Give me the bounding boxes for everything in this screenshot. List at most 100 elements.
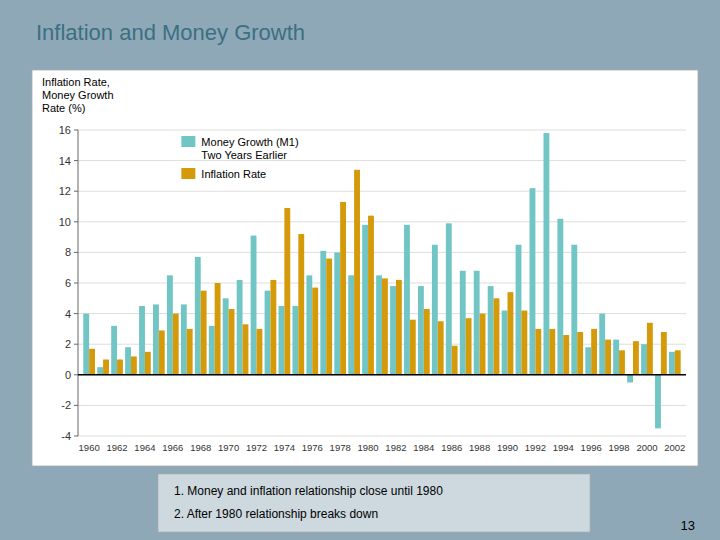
bar [424,309,430,375]
bar [89,349,95,375]
bar [641,344,647,375]
grid-line [78,130,686,131]
grid-line [78,374,686,375]
bar [284,208,290,375]
bar [661,332,667,375]
bar [117,360,123,375]
bar [145,352,151,375]
bar [195,257,201,375]
x-tick-label: 1980 [357,442,378,453]
bar [326,259,332,375]
bar [633,341,639,375]
bar [543,133,549,375]
x-tick-label: 1994 [553,442,574,453]
bar [669,352,675,375]
x-tick-label: 1970 [218,442,239,453]
bar [256,329,262,375]
bar [591,329,597,375]
y-tick [74,405,78,406]
bar [223,298,229,375]
bar [619,350,625,374]
bar [382,278,388,374]
y-tick-label: 10 [59,216,71,228]
bar [368,216,374,375]
legend-entry: Money Growth (M1)Two Years Earlier [201,136,298,161]
legend-swatch [181,136,195,147]
x-tick-label: 2002 [664,442,685,453]
bar [605,340,611,375]
bar [521,311,527,375]
bar [460,271,466,375]
y-axis-label: Inflation Rate,Money GrowthRate (%) [42,76,114,114]
bar [563,335,569,375]
bar [599,314,605,375]
y-tick [74,221,78,222]
bar [125,347,131,375]
x-ticks: 1960196219641966196819701972197419761978… [79,442,686,453]
x-tick-label: 1974 [274,442,295,453]
bar [292,306,298,375]
bar [312,288,318,375]
bar [298,234,304,375]
y-tick-label: 6 [65,277,71,289]
y-tick-label: 8 [65,246,71,258]
bar [181,304,187,374]
grid-line [78,160,686,161]
y-tick-label: -2 [61,399,71,411]
bar [139,306,145,375]
x-tick-label: 1976 [302,442,323,453]
bar [627,375,633,383]
legend: Money Growth (M1)Two Years EarlierInflat… [181,136,298,180]
bar [390,286,396,375]
y-tick [74,283,78,284]
bar [516,245,522,375]
x-tick-label: 1990 [497,442,518,453]
bar [306,275,312,374]
x-tick-label: 1986 [441,442,462,453]
bar [340,202,346,375]
bar [494,298,500,375]
bar [508,292,514,375]
bar [348,275,354,374]
x-tick-label: 1988 [469,442,490,453]
y-tick [74,344,78,345]
bar [480,314,486,375]
bar [557,219,563,375]
bar [229,309,235,375]
grid-line [78,221,686,222]
legend-swatch [181,168,195,179]
chart-box [32,70,698,466]
y-tick-label: 12 [59,185,71,197]
bar [438,321,444,375]
y-tick-label: 0 [65,369,71,381]
page-number: 13 [681,518,695,533]
bar [103,360,109,375]
y-tick-label: 4 [65,308,71,320]
y-tick-label: 16 [59,124,71,136]
bar [270,280,276,375]
bar [432,245,438,375]
bar [410,320,416,375]
bar [97,367,103,375]
bar [655,375,661,429]
y-tick [74,374,78,375]
x-tick-label: 1962 [106,442,127,453]
bar [320,251,326,375]
bar [585,347,591,375]
grid-line [78,405,686,406]
zero-line [78,374,686,376]
bar [131,356,137,374]
bar [535,329,541,375]
grid-line [78,436,686,437]
bar [577,332,583,375]
x-tick-label: 1972 [246,442,267,453]
bar [334,252,340,374]
bar [418,286,424,375]
bar [613,340,619,375]
x-tick-label: 1960 [79,442,100,453]
x-tick-label: 1978 [330,442,351,453]
y-tick [74,313,78,314]
y-tick [74,130,78,131]
bar [111,326,117,375]
x-tick-label: 1996 [581,442,602,453]
